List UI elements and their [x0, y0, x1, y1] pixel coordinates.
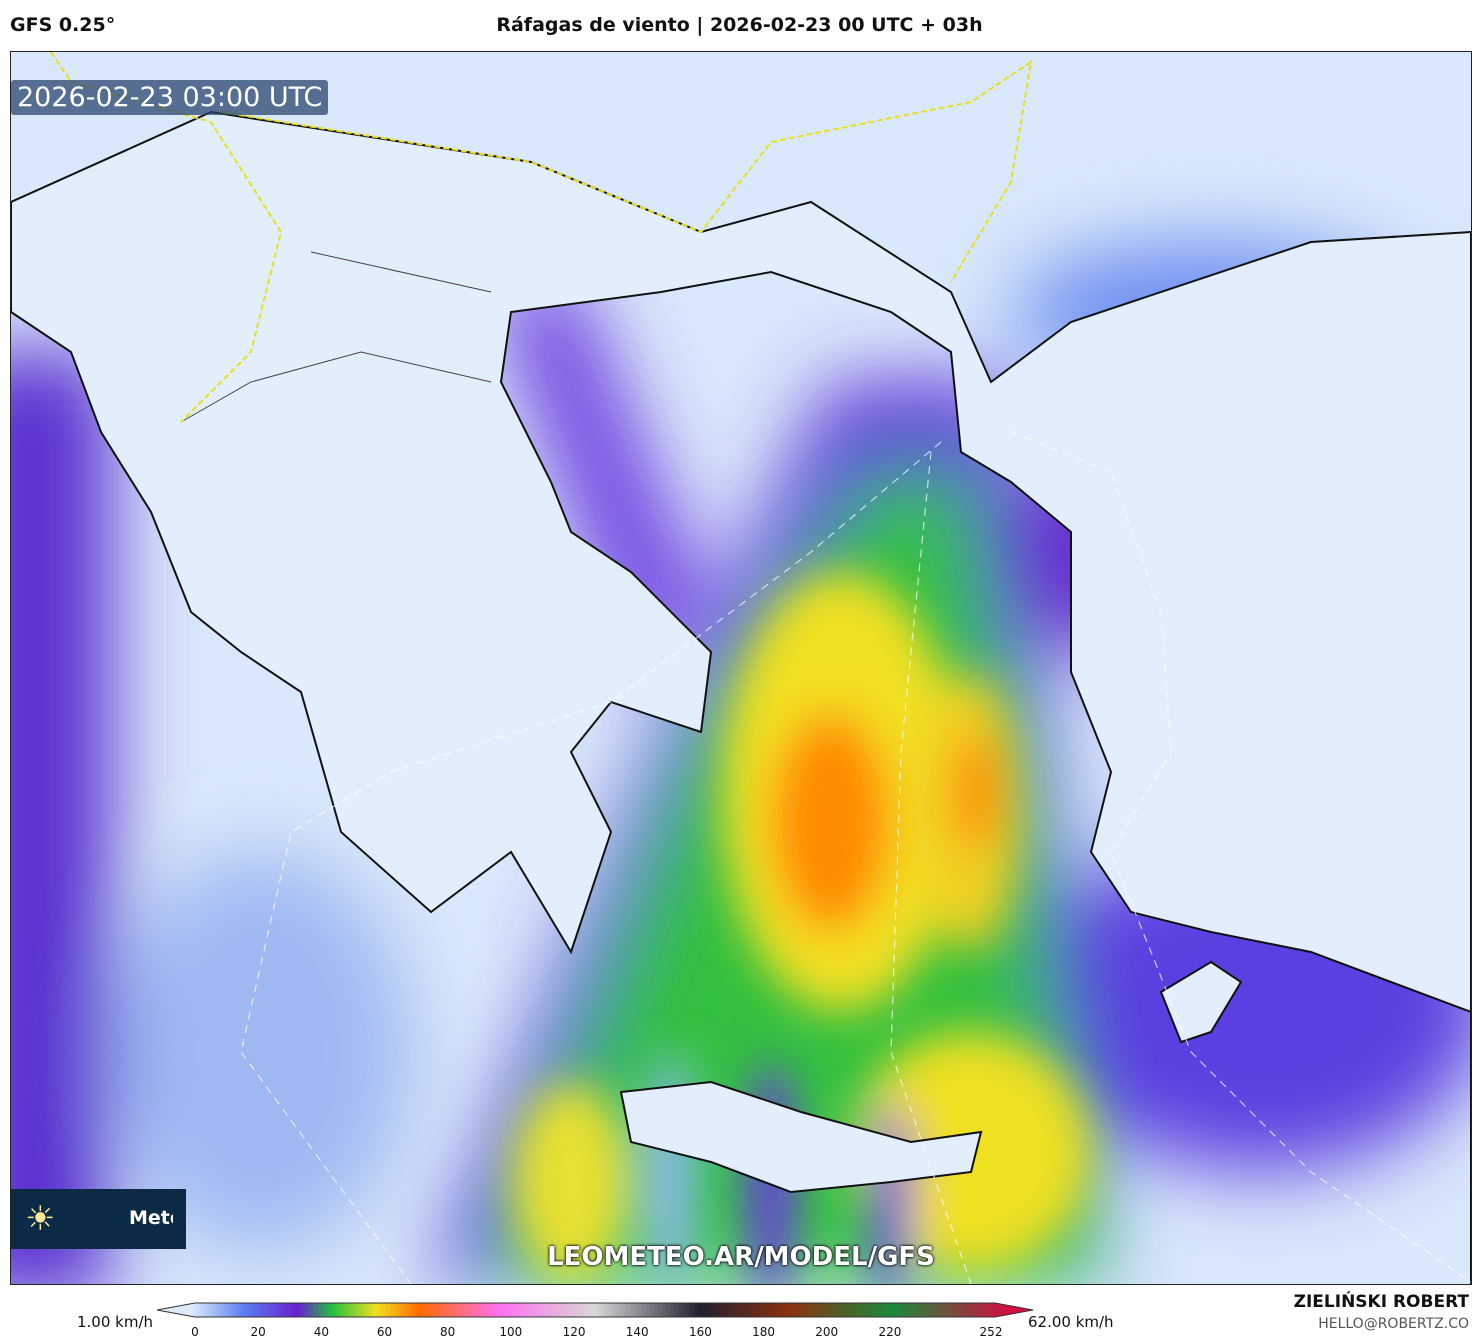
- colorbar-tick: 180: [752, 1325, 776, 1339]
- timestamp-label: 2026-02-23 03:00 UTC: [11, 80, 329, 115]
- sun-icon: ☀: [25, 1199, 56, 1239]
- wind-gust-map: 2026-02-23 03:00 UTC ☀ Meteo LEOMETEO.AR…: [10, 51, 1472, 1285]
- watermark: LEOMETEO.AR/MODEL/GFS: [547, 1242, 935, 1272]
- colorbar-tick: 220: [878, 1325, 902, 1339]
- colorbar-tick: 160: [688, 1325, 712, 1339]
- meteo-logo[interactable]: ☀ Meteo: [11, 1189, 186, 1249]
- logo-text: Meteo: [129, 1207, 173, 1229]
- colorbar-tick: 60: [376, 1325, 393, 1339]
- colorbar: [156, 1302, 1034, 1318]
- model-label: GFS 0.25°: [10, 14, 116, 36]
- author-credit: ZIELIŃSKI ROBERT: [1293, 1292, 1469, 1312]
- colorbar-tick: 140: [625, 1325, 649, 1339]
- colorbar-tick: 252: [979, 1325, 1003, 1339]
- colorbar-tick: 20: [250, 1325, 266, 1339]
- colorbar-tick: 200: [815, 1325, 839, 1339]
- author-email: HELLO@ROBERTZ.CO: [1318, 1316, 1469, 1332]
- colorbar-min-label: 1.00 km/h: [77, 1313, 154, 1331]
- coastlines: [11, 110, 1471, 1284]
- wind-field: [11, 52, 1471, 1284]
- colorbar-tick: 80: [440, 1325, 456, 1339]
- colorbar-tick: 100: [499, 1325, 523, 1339]
- colorbar-tick: 40: [313, 1325, 329, 1339]
- colorbar-max-label: 62.00 km/h: [1028, 1313, 1114, 1331]
- map-title: Ráfagas de viento | 2026-02-23 00 UTC + …: [496, 14, 983, 36]
- colorbar-tick: 120: [562, 1325, 586, 1339]
- colorbar-tick: 0: [191, 1325, 199, 1339]
